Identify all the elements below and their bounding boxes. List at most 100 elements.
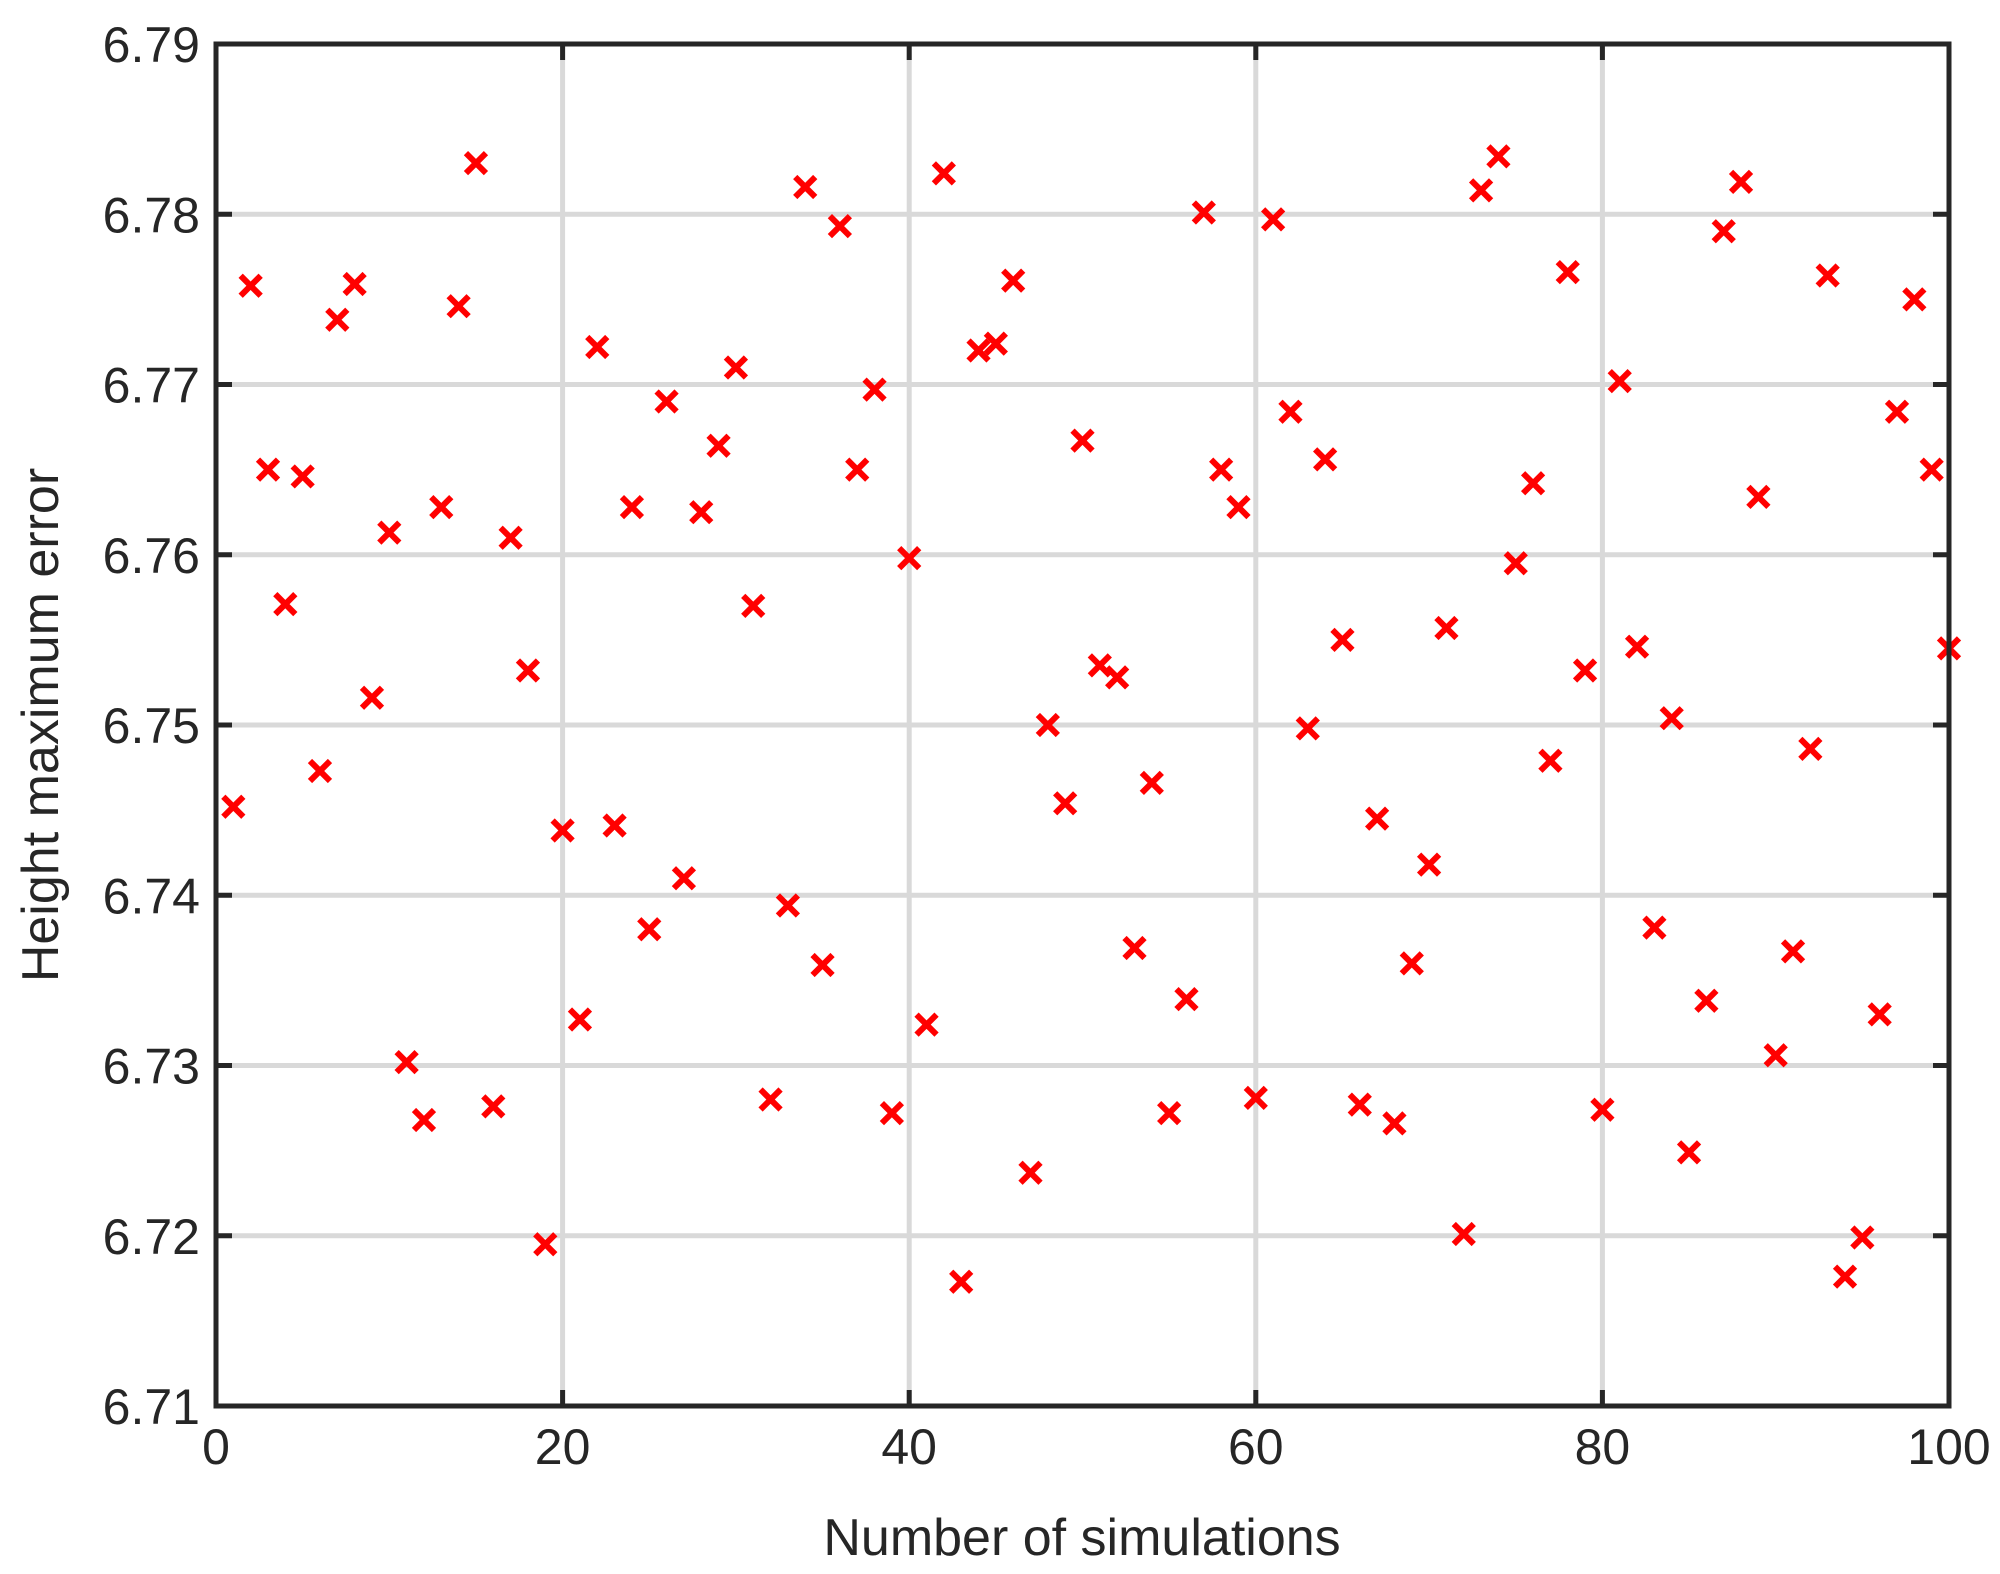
data-point xyxy=(1243,1085,1268,1110)
y-tick-label: 6.77 xyxy=(103,358,200,414)
data-point xyxy=(1434,615,1459,641)
data-point xyxy=(1261,207,1286,232)
y-tick-label: 6.73 xyxy=(103,1039,200,1095)
data-point xyxy=(1642,915,1667,940)
data-point xyxy=(966,338,991,363)
x-tick-label: 0 xyxy=(202,1419,230,1475)
data-point xyxy=(1503,551,1528,576)
data-point xyxy=(585,334,610,360)
data-point xyxy=(845,457,870,482)
data-point xyxy=(481,1094,506,1119)
data-point xyxy=(1087,653,1112,678)
data-point xyxy=(1226,494,1251,520)
data-point xyxy=(342,271,367,297)
data-point xyxy=(533,1232,558,1257)
data-point xyxy=(1157,1101,1182,1126)
y-tick-label: 6.76 xyxy=(103,528,200,584)
data-point xyxy=(1191,200,1216,225)
data-point xyxy=(1763,1043,1788,1068)
data-point xyxy=(290,464,315,489)
data-point xyxy=(1070,428,1095,453)
grid-lines xyxy=(216,44,1949,1406)
data-point xyxy=(1122,935,1147,961)
y-axis-label: Height maximum error xyxy=(12,468,70,982)
data-point xyxy=(879,1101,904,1126)
data-point xyxy=(1780,939,1806,964)
y-tick-label: 6.75 xyxy=(103,698,200,754)
data-point xyxy=(671,866,697,891)
data-point xyxy=(411,1107,437,1133)
data-point xyxy=(394,1049,419,1075)
data-point xyxy=(810,952,835,978)
data-point xyxy=(567,1007,593,1032)
data-point xyxy=(550,818,575,843)
data-point xyxy=(1520,471,1546,496)
data-point xyxy=(1538,748,1563,773)
data-point xyxy=(827,214,853,239)
data-point xyxy=(307,758,333,784)
data-point xyxy=(1139,770,1164,796)
data-point xyxy=(221,794,246,819)
data-point xyxy=(1798,736,1823,761)
data-point xyxy=(1018,1160,1043,1185)
data-point xyxy=(706,433,731,458)
data-point xyxy=(775,893,801,918)
data-point xyxy=(1451,1221,1476,1247)
data-point xyxy=(862,377,887,402)
data-point xyxy=(1711,219,1736,244)
data-point xyxy=(983,331,1008,356)
data-point xyxy=(602,813,627,838)
data-point xyxy=(1382,1111,1407,1136)
data-point xyxy=(1053,791,1078,816)
data-point xyxy=(377,520,402,545)
data-point xyxy=(1347,1092,1372,1117)
data-point xyxy=(1746,484,1771,509)
y-tick-label: 6.72 xyxy=(103,1209,200,1265)
data-point xyxy=(1902,287,1927,312)
data-point xyxy=(1209,457,1234,482)
data-point xyxy=(255,457,281,482)
data-point xyxy=(1590,1097,1615,1122)
data-point xyxy=(238,273,263,298)
data-point xyxy=(515,658,541,683)
y-tick-label: 6.71 xyxy=(103,1379,200,1435)
data-point xyxy=(1278,399,1303,424)
data-point xyxy=(1659,706,1684,731)
x-tick-label: 20 xyxy=(535,1419,591,1475)
axis-ticks xyxy=(213,41,1952,1409)
data-point xyxy=(498,525,523,550)
data-point xyxy=(1867,1002,1892,1027)
data-point xyxy=(654,389,679,414)
x-tick-label: 80 xyxy=(1575,1419,1631,1475)
data-point xyxy=(793,174,818,200)
data-point xyxy=(1468,178,1494,203)
data-point xyxy=(429,494,454,520)
data-point xyxy=(637,917,662,942)
x-tick-label: 40 xyxy=(881,1419,937,1475)
x-tick-label: 60 xyxy=(1228,1419,1284,1475)
data-points xyxy=(221,144,1962,1294)
data-point xyxy=(914,1012,939,1037)
data-point xyxy=(463,151,489,176)
data-point xyxy=(1676,1140,1702,1165)
data-point xyxy=(931,161,956,186)
data-point xyxy=(1572,658,1598,683)
data-point xyxy=(897,546,922,571)
data-point xyxy=(723,355,749,380)
data-point xyxy=(689,500,714,525)
data-point xyxy=(446,294,471,319)
y-tick-label: 6.79 xyxy=(103,17,200,73)
x-axis-label: Number of simulations xyxy=(823,1509,1340,1567)
data-point xyxy=(325,307,350,332)
data-point xyxy=(1850,1225,1875,1250)
data-point xyxy=(1728,169,1754,195)
data-point xyxy=(1312,447,1338,472)
data-point xyxy=(1919,457,1944,482)
data-point xyxy=(1330,627,1355,652)
data-point xyxy=(1832,1264,1858,1289)
data-point xyxy=(949,1269,974,1294)
x-tick-label: 100 xyxy=(1907,1419,1990,1475)
data-point xyxy=(1105,665,1130,690)
data-point xyxy=(1486,144,1511,169)
